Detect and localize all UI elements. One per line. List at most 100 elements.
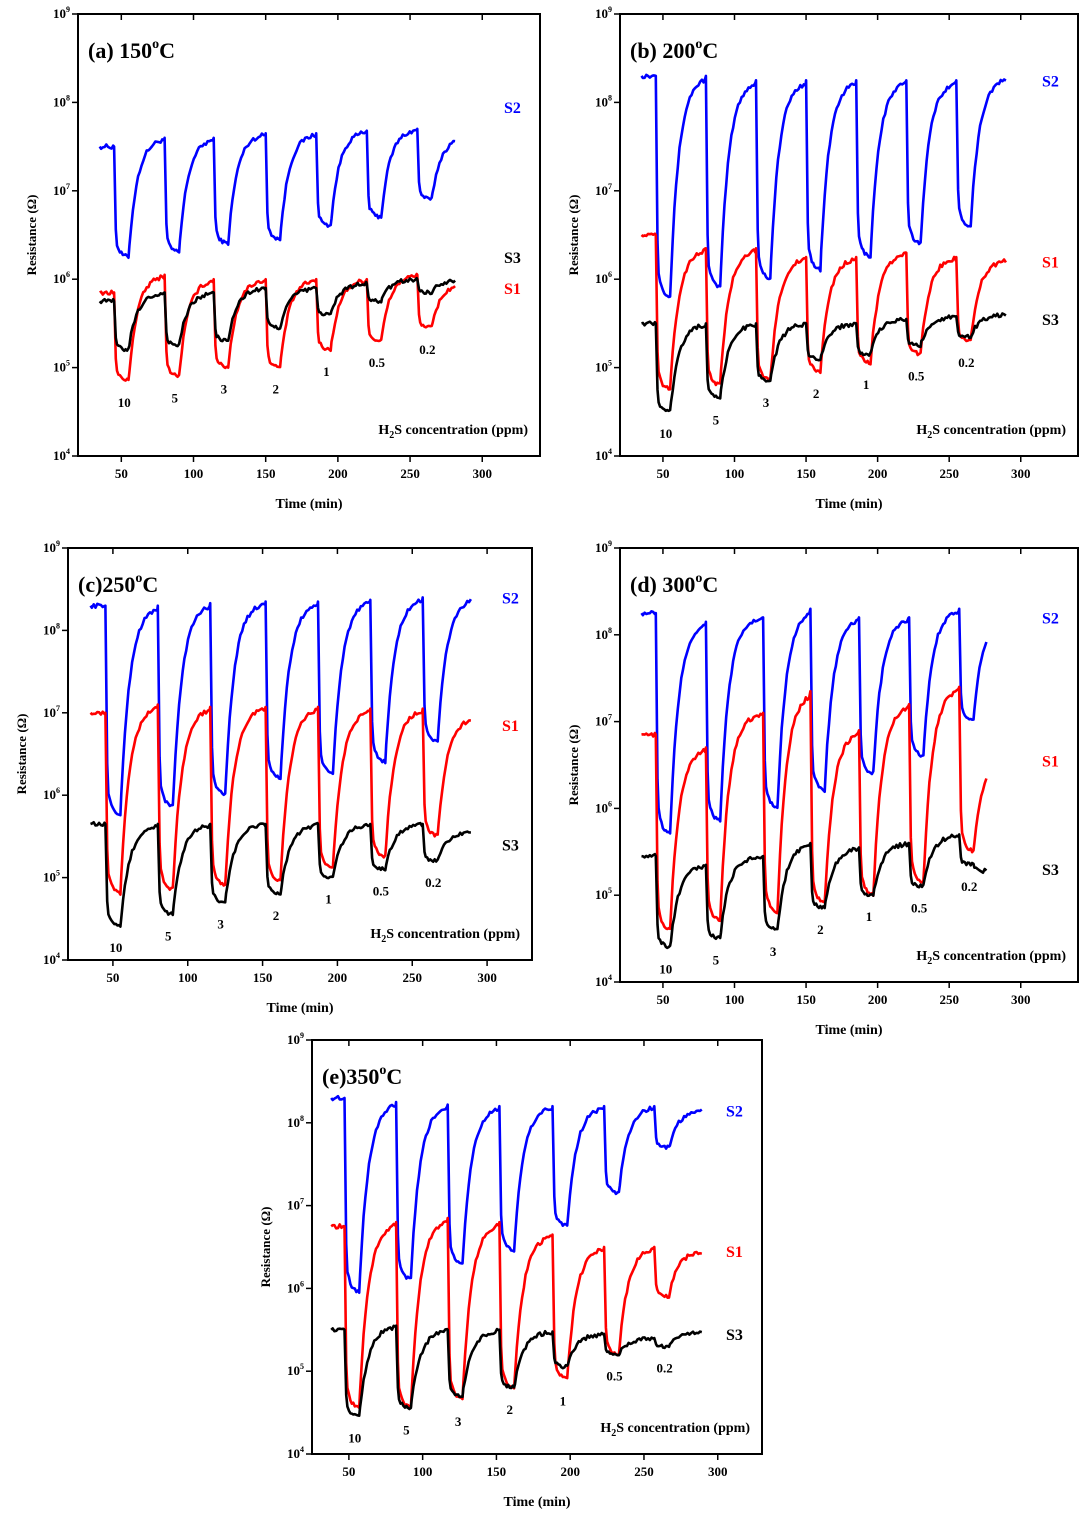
x-tick-label: 150 (487, 1464, 507, 1479)
series-label-S2: S2 (726, 1103, 743, 1120)
x-tick-label: 150 (256, 466, 276, 481)
x-axis-label: Time (min) (815, 1023, 882, 1038)
concentration-label: 5 (713, 413, 720, 428)
concentration-label: 0.5 (369, 355, 386, 370)
x-tick-label: 300 (477, 970, 497, 985)
concentration-label: 0.2 (419, 342, 435, 357)
y-tick-label: 105 (43, 869, 60, 885)
series-label-S3: S3 (1042, 312, 1059, 329)
concentration-label: 1 (863, 377, 870, 392)
concentration-label: 0.5 (373, 883, 390, 898)
concentration-label: 2 (813, 386, 820, 401)
series-label-S1: S1 (504, 281, 521, 298)
y-tick-label: 105 (595, 359, 612, 375)
y-tick-label: 107 (595, 182, 612, 198)
x-tick-label: 250 (634, 1464, 654, 1479)
series-S3-line (330, 1324, 703, 1417)
series-S1-line (89, 703, 471, 896)
y-tick-label: 105 (595, 886, 612, 902)
concentration-label: 5 (165, 929, 172, 944)
series-S2-line (330, 1094, 703, 1294)
concentration-note: H2S concentration (ppm) (600, 1421, 750, 1439)
x-tick-label: 100 (178, 970, 198, 985)
concentration-label: 0.5 (911, 901, 928, 916)
series-S3-line (641, 833, 988, 950)
series-S3-line (98, 276, 456, 353)
plot-frame (619, 13, 1079, 457)
series-S1-line (99, 272, 456, 382)
x-axis-label: Time (min) (266, 1001, 333, 1016)
y-tick-label: 108 (595, 93, 612, 109)
concentration-label: 10 (118, 395, 131, 410)
x-tick-label: 250 (400, 466, 420, 481)
x-tick-label: 100 (184, 466, 204, 481)
series-label-S2: S2 (504, 100, 521, 117)
concentration-label: 1 (325, 892, 332, 907)
x-tick-label: 250 (939, 992, 959, 1007)
y-axis-label: Resistance (Ω) (258, 1207, 273, 1288)
plot-frame (619, 547, 1079, 983)
y-tick-label: 109 (287, 1031, 304, 1047)
series-label-S3: S3 (502, 838, 519, 855)
concentration-label: 10 (348, 1431, 361, 1446)
y-tick-label: 104 (595, 973, 612, 989)
panel-title: (c)250oC (78, 571, 158, 597)
concentration-label: 3 (455, 1414, 462, 1429)
concentration-label: 2 (273, 382, 280, 397)
concentration-label: 3 (217, 916, 224, 931)
concentration-label: 10 (659, 426, 672, 441)
y-tick-label: 106 (53, 270, 70, 286)
y-tick-label: 107 (43, 704, 60, 720)
concentration-label: 1 (323, 364, 330, 379)
y-tick-label: 106 (595, 799, 612, 815)
y-tick-label: 108 (53, 93, 70, 109)
concentration-note: H2S concentration (ppm) (916, 949, 1066, 967)
x-tick-label: 50 (656, 466, 669, 481)
y-tick-label: 107 (53, 182, 70, 198)
series-label-S2: S2 (1042, 610, 1059, 627)
y-tick-label: 106 (595, 270, 612, 286)
series-label-S3: S3 (504, 250, 521, 267)
x-tick-label: 50 (342, 1464, 355, 1479)
y-axis-label: Resistance (Ω) (566, 195, 581, 276)
series-S2-line (640, 607, 988, 835)
y-tick-label: 109 (53, 5, 70, 21)
series-label-S1: S1 (726, 1244, 743, 1261)
y-tick-label: 108 (43, 621, 60, 637)
concentration-note: H2S concentration (ppm) (370, 927, 520, 945)
concentration-label: 0.2 (656, 1360, 672, 1375)
y-tick-label: 105 (287, 1362, 304, 1378)
y-axis-label: Resistance (Ω) (24, 195, 39, 276)
series-S2-line (98, 127, 456, 259)
x-tick-label: 300 (473, 466, 493, 481)
x-tick-label: 300 (708, 1464, 728, 1479)
concentration-label: 3 (221, 382, 228, 397)
concentration-label: 0.2 (425, 875, 441, 890)
x-tick-label: 200 (328, 466, 348, 481)
concentration-label: 1 (560, 1393, 567, 1408)
x-tick-label: 200 (868, 466, 888, 481)
series-label-S1: S1 (1042, 754, 1059, 771)
x-tick-label: 250 (403, 970, 423, 985)
y-tick-label: 106 (43, 786, 60, 802)
panel-title: (a) 150oC (88, 37, 175, 63)
y-tick-label: 107 (595, 713, 612, 729)
x-axis-label: Time (min) (275, 497, 342, 512)
y-tick-label: 109 (595, 539, 612, 555)
panel-title: (e)350oC (322, 1063, 402, 1089)
plot-frame (311, 1039, 763, 1455)
series-S1-line (641, 685, 988, 931)
concentration-label: 3 (763, 395, 770, 410)
x-tick-label: 100 (725, 466, 745, 481)
concentration-label: 1 (866, 909, 873, 924)
concentration-note: H2S concentration (ppm) (916, 423, 1066, 441)
plot-frame (67, 547, 533, 961)
concentration-label: 0.5 (908, 368, 925, 383)
x-tick-label: 300 (1011, 992, 1031, 1007)
concentration-label: 10 (109, 940, 122, 955)
x-tick-label: 200 (868, 992, 888, 1007)
x-tick-label: 100 (725, 992, 745, 1007)
